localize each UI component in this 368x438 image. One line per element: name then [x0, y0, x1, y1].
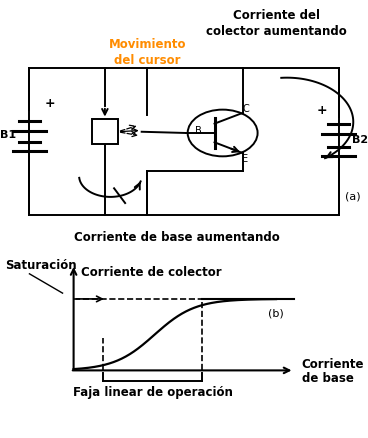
Text: colector aumentando: colector aumentando	[206, 25, 346, 39]
Text: B: B	[195, 126, 202, 136]
Text: (b): (b)	[268, 308, 284, 318]
Text: Saturación: Saturación	[6, 258, 77, 271]
Text: B2: B2	[352, 135, 368, 145]
Text: C: C	[242, 104, 249, 114]
Text: B1: B1	[0, 130, 16, 140]
Text: Faja linear de operación: Faja linear de operación	[73, 385, 233, 398]
Text: E: E	[243, 153, 248, 163]
Text: (a): (a)	[346, 191, 361, 201]
Text: Corriente de base aumentando: Corriente de base aumentando	[74, 230, 280, 243]
Text: Corriente: Corriente	[302, 357, 364, 370]
Text: Corriente del: Corriente del	[233, 10, 319, 22]
Text: Corriente de colector: Corriente de colector	[81, 266, 222, 279]
Bar	[92, 120, 118, 145]
Text: Movimiento: Movimiento	[109, 38, 186, 51]
Text: del cursor: del cursor	[114, 53, 180, 67]
Text: +: +	[45, 96, 55, 110]
Text: de base: de base	[302, 371, 354, 384]
Text: +: +	[317, 104, 327, 117]
